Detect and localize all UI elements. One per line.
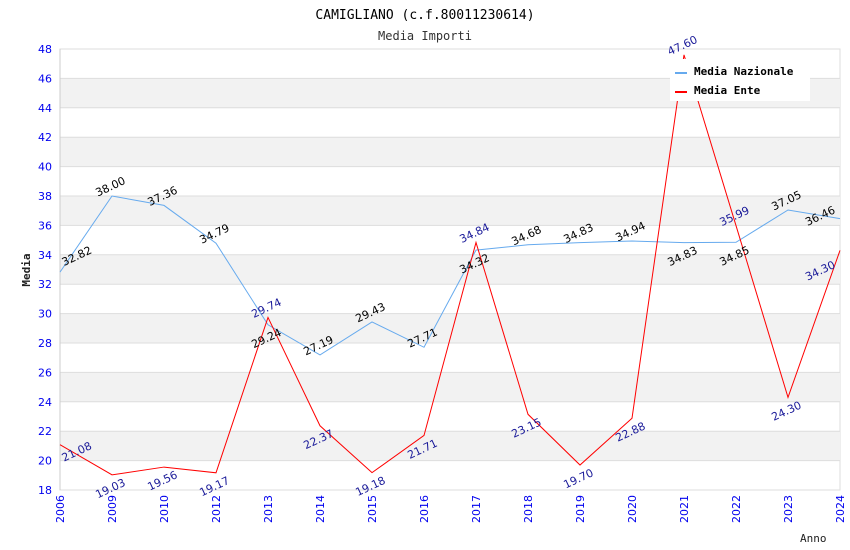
x-tick-label: 2015 [366,495,379,523]
y-tick-label: 18 [38,484,52,497]
y-tick-label: 48 [38,43,52,56]
y-tick-label: 26 [38,366,52,379]
legend: Media Nazionale Media Ente [670,59,810,101]
grid-band [60,137,840,167]
y-axis-label: Media [20,253,33,286]
y-tick-label: 42 [38,131,52,144]
x-tick-label: 2019 [574,495,587,523]
y-tick-label: 30 [38,308,52,321]
series-lines [59,54,841,476]
x-tick-label: 2010 [158,495,171,523]
series-line-nazionale [59,195,841,356]
y-tick-label: 22 [38,425,52,438]
y-tick-label: 40 [38,161,52,174]
y-tick-label: 34 [38,249,52,262]
legend-label-nazionale: Media Nazionale [694,65,794,78]
x-tick-label: 2012 [210,495,223,523]
y-tick-label: 36 [38,219,52,232]
x-tick-label: 2018 [522,495,535,523]
x-tick-label: 2020 [626,495,639,523]
y-tick-label: 46 [38,72,52,85]
y-tick-label: 44 [38,102,52,115]
x-tick-label: 2013 [262,495,275,523]
chart-title: CAMIGLIANO (c.f.80011230614) [315,8,534,23]
x-tick-label: 2006 [54,495,67,523]
y-tick-labels: 18 20 22 24 26 28 30 32 34 36 38 40 42 44 46 48 [38,43,52,497]
legend-label-ente: Media Ente [694,84,761,97]
x-tick-label: 2009 [106,495,119,523]
x-tick-label: 2024 [834,495,847,523]
x-tick-label: 2023 [782,495,795,523]
x-tick-label: 2017 [470,495,483,523]
y-tick-label: 20 [38,455,52,468]
x-tick-label: 2022 [730,495,743,523]
chart-subtitle: Media Importi [378,29,472,43]
grid-band [60,254,840,285]
x-tick-labels: 2006 2009 2010 2012 2013 2014 2015 2016 2017 2018… [54,495,847,523]
grid [59,48,841,491]
series-line-ente [59,54,841,476]
grid-band [60,196,840,226]
y-tick-label: 38 [38,190,52,203]
x-tick-label: 2016 [418,495,431,523]
y-tick-label: 32 [38,278,52,291]
x-axis-label: Anno [800,532,827,545]
x-tick-label: 2021 [678,495,691,523]
grid-band [60,431,840,461]
y-tick-label: 28 [38,337,52,350]
y-tick-label: 24 [38,396,52,409]
grid-band [60,372,840,402]
x-tick-label: 2014 [314,495,327,523]
